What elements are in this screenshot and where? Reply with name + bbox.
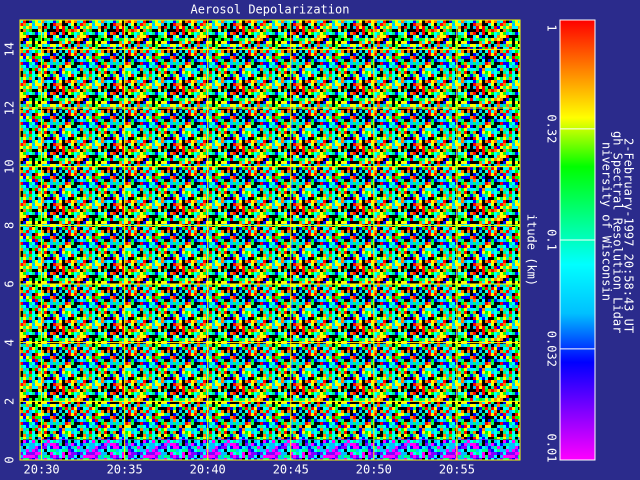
- y-tick-label: 6: [3, 280, 17, 287]
- colorbar-tick-label: 1: [545, 24, 559, 31]
- x-tick-label: 20:40: [190, 463, 226, 477]
- y-tick-label: 8: [3, 222, 17, 229]
- y-tick-label: 10: [3, 159, 17, 173]
- side-text: niversity of Wisconsin: [600, 142, 614, 301]
- y-tick-label: 12: [3, 101, 17, 115]
- colorbar-tick-label: 0.01: [545, 434, 559, 463]
- x-tick-label: 20:30: [24, 463, 60, 477]
- y-tick-label: 4: [3, 339, 17, 346]
- x-tick-label: 20:35: [107, 463, 143, 477]
- y-axis-label: itude (km): [525, 214, 539, 286]
- side-text: gh Spectral Resolution Lidar: [611, 131, 625, 333]
- chart-title: Aerosol Depolarization: [191, 3, 350, 17]
- colorbar-tick-label: 0.32: [545, 114, 559, 143]
- colorbar-tick-label: 0.1: [545, 229, 559, 251]
- y-tick-label: 0: [3, 456, 17, 463]
- y-tick-label: 14: [3, 42, 17, 56]
- x-tick-label: 20:45: [273, 463, 309, 477]
- x-tick-label: 20:55: [439, 463, 475, 477]
- y-tick-label: 2: [3, 398, 17, 405]
- x-tick-label: 20:50: [356, 463, 392, 477]
- heatmap-field: [20, 20, 520, 460]
- colorbar-tick-label: 0.032: [545, 331, 559, 367]
- side-text: 2-February-1997 20:58:43 UT: [622, 138, 636, 333]
- heatmap-field-low: [20, 439, 520, 460]
